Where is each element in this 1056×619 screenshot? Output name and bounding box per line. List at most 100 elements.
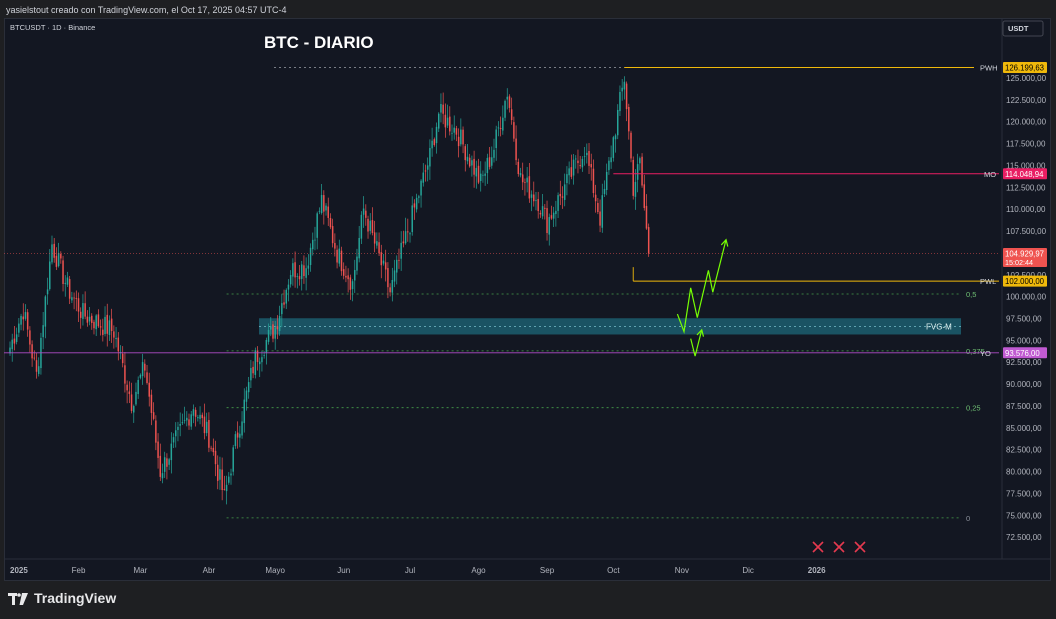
y-tick-label: 125.000,00 xyxy=(1006,74,1047,83)
candle-body xyxy=(617,109,619,136)
candle-body xyxy=(334,242,336,249)
x-tick-label: Sep xyxy=(540,566,555,575)
candle-body xyxy=(115,338,117,340)
candle-body xyxy=(345,275,347,278)
candle-body xyxy=(203,416,206,434)
candle-body xyxy=(566,174,568,184)
candle-body xyxy=(121,353,124,364)
candle-body xyxy=(183,420,186,422)
candle-body xyxy=(60,254,62,259)
x-tick-label: Mar xyxy=(133,566,147,575)
candle-body xyxy=(73,297,75,299)
candle-body xyxy=(35,360,38,372)
candle-body xyxy=(351,281,354,290)
price-tag-value: 114.048,94 xyxy=(1005,170,1044,179)
candle-body xyxy=(462,129,464,145)
price-tag-value: 126.199,63 xyxy=(1005,63,1044,72)
candle-body xyxy=(639,158,641,164)
candle-body xyxy=(170,443,173,461)
candle-body xyxy=(99,326,102,328)
candle-body xyxy=(104,316,106,335)
candle-body xyxy=(232,447,234,472)
candle-body xyxy=(619,91,621,112)
candle-body xyxy=(444,114,447,128)
candle-body xyxy=(15,334,18,342)
candle-body xyxy=(42,325,44,338)
candle-body xyxy=(152,412,155,419)
candle-body xyxy=(384,262,387,270)
candle-body xyxy=(309,247,312,265)
currency-box xyxy=(1002,20,1044,37)
candle-body xyxy=(66,277,69,285)
candle-body xyxy=(197,417,199,419)
candle-body xyxy=(265,339,268,354)
candle-body xyxy=(389,287,391,293)
candle-body xyxy=(26,312,29,330)
candle-body xyxy=(440,103,442,113)
candle-body xyxy=(298,276,301,280)
candle-body xyxy=(292,263,294,277)
candle-body xyxy=(464,146,467,161)
candle-body xyxy=(157,441,159,458)
candle-body xyxy=(216,464,219,481)
candle-body xyxy=(502,117,504,131)
x-tick-label: Abr xyxy=(203,566,216,575)
candle-body xyxy=(431,140,433,149)
candle-body xyxy=(57,252,60,267)
candle-body xyxy=(267,329,270,342)
x-tick-label: 2025 xyxy=(10,566,28,575)
price-tag xyxy=(1003,168,1047,180)
x-tick-label: Nov xyxy=(675,566,689,575)
candle-body xyxy=(367,218,369,232)
candle-body xyxy=(413,203,416,208)
candle-body xyxy=(303,265,305,277)
candle-body xyxy=(208,420,210,448)
candle-body xyxy=(579,165,581,167)
candle-body xyxy=(93,321,95,329)
candle-body xyxy=(449,116,451,132)
candle-body xyxy=(442,104,444,114)
candle-body xyxy=(148,382,150,397)
level-label: PWL xyxy=(980,277,996,286)
candle-body xyxy=(11,339,13,350)
candle-body xyxy=(360,214,363,239)
candle-body xyxy=(20,315,22,325)
candle-body xyxy=(376,241,378,246)
price-tag-value: 104.929,97 xyxy=(1005,250,1044,259)
fib-level-label: 0,25 xyxy=(966,404,981,413)
candle-body xyxy=(230,473,232,476)
candle-body xyxy=(278,316,281,332)
candle-body xyxy=(437,113,440,129)
candle-body xyxy=(358,237,360,259)
candle-body xyxy=(312,239,314,250)
candle-body xyxy=(53,243,55,258)
candle-body xyxy=(124,365,126,384)
fvg-label: FVG-M xyxy=(926,322,952,331)
candle-body xyxy=(82,303,84,319)
projection-arrow-main-head xyxy=(720,238,729,247)
tradingview-footer: TradingView xyxy=(8,590,116,606)
candle-body xyxy=(568,168,570,176)
price-tag xyxy=(1003,347,1047,359)
candle-body xyxy=(636,164,639,180)
candle-body xyxy=(320,194,323,214)
candle-body xyxy=(473,158,475,175)
candle-body xyxy=(223,489,226,490)
candle-body xyxy=(95,315,97,330)
candle-body xyxy=(318,210,321,212)
candle-body xyxy=(79,311,82,318)
y-tick-label: 110.000,00 xyxy=(1006,205,1046,214)
candle-body xyxy=(499,128,502,129)
candle-body xyxy=(75,298,78,299)
candle-body xyxy=(106,314,108,334)
y-tick-label: 117.500,00 xyxy=(1006,140,1046,149)
candle-body xyxy=(588,150,590,166)
candle-body xyxy=(451,132,453,134)
candle-body xyxy=(552,212,555,219)
price-chart[interactable]: 125.000,00 122.500,00 120.000,00 117.500,00… xyxy=(4,18,1051,581)
tradingview-logo-icon xyxy=(8,592,28,605)
candle-body xyxy=(391,279,394,293)
candle-body xyxy=(641,156,643,186)
footer-brand-text: TradingView xyxy=(34,590,117,606)
candle-body xyxy=(201,414,204,419)
